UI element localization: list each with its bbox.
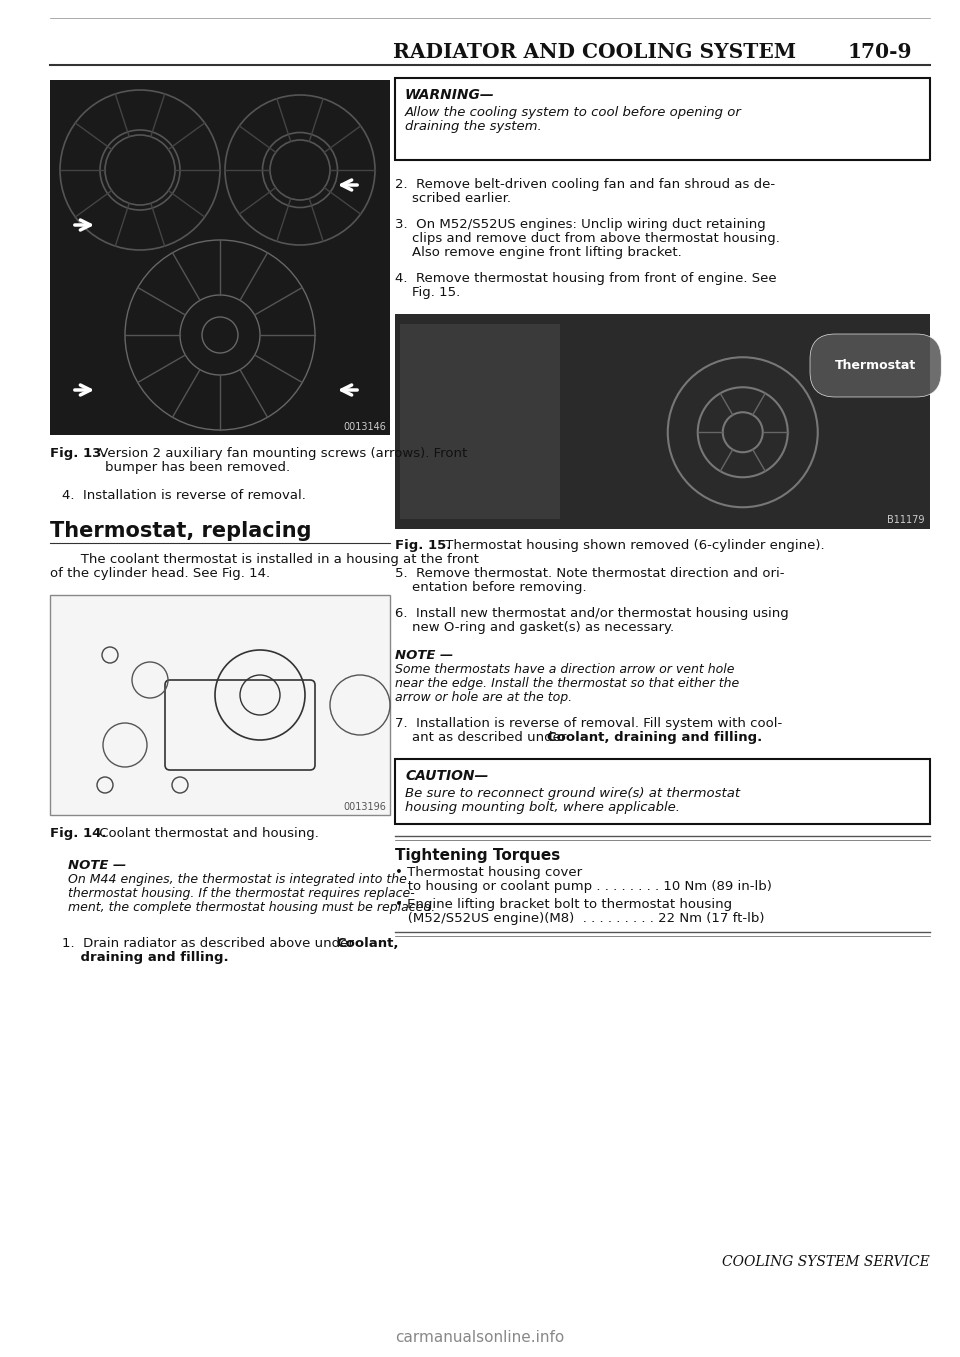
Text: 1.  Drain radiator as described above under: 1. Drain radiator as described above und… — [62, 936, 358, 950]
Text: ant as described under: ant as described under — [395, 731, 570, 744]
Text: to housing or coolant pump . . . . . . . . 10 Nm (89 in-lb): to housing or coolant pump . . . . . . .… — [395, 879, 772, 893]
Text: • Thermostat housing cover: • Thermostat housing cover — [395, 866, 582, 879]
Text: 3.  On M52/S52US engines: Unclip wiring duct retaining: 3. On M52/S52US engines: Unclip wiring d… — [395, 218, 766, 231]
Text: Fig. 13.: Fig. 13. — [50, 446, 107, 460]
Text: CAUTION—: CAUTION— — [405, 769, 489, 783]
Text: B11179: B11179 — [887, 516, 925, 525]
Bar — [395, 313, 930, 529]
Text: scribed earlier.: scribed earlier. — [395, 191, 511, 205]
Text: Version 2 auxiliary fan mounting screws (arrows). Front: Version 2 auxiliary fan mounting screws … — [95, 446, 468, 460]
Text: Coolant, draining and filling.: Coolant, draining and filling. — [547, 731, 762, 744]
Text: new O-ring and gasket(s) as necessary.: new O-ring and gasket(s) as necessary. — [395, 622, 674, 634]
Text: draining the system.: draining the system. — [405, 119, 541, 133]
Text: The coolant thermostat is installed in a housing at the front: The coolant thermostat is installed in a… — [68, 554, 479, 566]
Text: 4.  Remove thermostat housing from front of engine. See: 4. Remove thermostat housing from front … — [395, 271, 777, 285]
Text: bumper has been removed.: bumper has been removed. — [105, 461, 290, 474]
Text: near the edge. Install the thermostat so that either the: near the edge. Install the thermostat so… — [395, 677, 739, 689]
Text: WARNING—: WARNING— — [405, 88, 494, 102]
Text: COOLING SYSTEM SERVICE: COOLING SYSTEM SERVICE — [722, 1255, 930, 1269]
Bar — [400, 324, 560, 518]
Text: Thermostat: Thermostat — [835, 360, 916, 372]
Text: 6.  Install new thermostat and/or thermostat housing using: 6. Install new thermostat and/or thermos… — [395, 607, 789, 620]
Bar — [395, 759, 930, 824]
Text: thermostat housing. If the thermostat requires replace-: thermostat housing. If the thermostat re… — [68, 887, 415, 900]
Text: Thermostat housing shown removed (6-cylinder engine).: Thermostat housing shown removed (6-cyli… — [441, 539, 825, 552]
Text: On M44 engines, the thermostat is integrated into the: On M44 engines, the thermostat is integr… — [68, 873, 407, 886]
Bar — [395, 77, 930, 160]
Text: Tightening Torques: Tightening Torques — [395, 848, 561, 863]
Text: draining and filling.: draining and filling. — [62, 951, 228, 963]
Text: 4.  Installation is reverse of removal.: 4. Installation is reverse of removal. — [62, 489, 306, 502]
Text: 2.  Remove belt-driven cooling fan and fan shroud as de-: 2. Remove belt-driven cooling fan and fa… — [395, 178, 775, 191]
Text: NOTE —: NOTE — — [68, 859, 127, 873]
Text: arrow or hole are at the top.: arrow or hole are at the top. — [395, 691, 572, 704]
Bar — [50, 80, 390, 436]
Text: of the cylinder head. See Fig. 14.: of the cylinder head. See Fig. 14. — [50, 567, 270, 579]
Text: 7.  Installation is reverse of removal. Fill system with cool-: 7. Installation is reverse of removal. F… — [395, 716, 782, 730]
Text: entation before removing.: entation before removing. — [395, 581, 587, 594]
Text: RADIATOR AND COOLING SYSTEM: RADIATOR AND COOLING SYSTEM — [394, 42, 797, 62]
Text: 170-9: 170-9 — [848, 42, 912, 62]
Text: Allow the cooling system to cool before opening or: Allow the cooling system to cool before … — [405, 106, 742, 119]
Text: clips and remove duct from above thermostat housing.: clips and remove duct from above thermos… — [395, 232, 780, 246]
FancyBboxPatch shape — [165, 680, 315, 769]
Text: 0013196: 0013196 — [343, 802, 386, 811]
Text: ment, the complete thermostat housing must be replaced.: ment, the complete thermostat housing mu… — [68, 901, 435, 915]
Text: • Engine lifting bracket bolt to thermostat housing: • Engine lifting bracket bolt to thermos… — [395, 898, 732, 911]
Text: Fig. 14.: Fig. 14. — [50, 826, 107, 840]
Text: Thermostat, replacing: Thermostat, replacing — [50, 521, 311, 541]
Text: 5.  Remove thermostat. Note thermostat direction and ori-: 5. Remove thermostat. Note thermostat di… — [395, 567, 784, 579]
Text: housing mounting bolt, where applicable.: housing mounting bolt, where applicable. — [405, 801, 680, 814]
Text: carmanualsonline.info: carmanualsonline.info — [396, 1330, 564, 1345]
Text: Fig. 15.: Fig. 15. — [395, 286, 460, 299]
Bar — [50, 594, 390, 816]
Text: Be sure to reconnect ground wire(s) at thermostat: Be sure to reconnect ground wire(s) at t… — [405, 787, 740, 801]
Text: Some thermostats have a direction arrow or vent hole: Some thermostats have a direction arrow … — [395, 664, 734, 676]
Text: Coolant,: Coolant, — [336, 936, 398, 950]
Text: (M52/S52US engine)(M8)  . . . . . . . . . 22 Nm (17 ft-lb): (M52/S52US engine)(M8) . . . . . . . . .… — [395, 912, 764, 925]
Text: NOTE —: NOTE — — [395, 649, 453, 662]
Text: Also remove engine front lifting bracket.: Also remove engine front lifting bracket… — [395, 246, 682, 259]
Text: Fig. 15.: Fig. 15. — [395, 539, 451, 552]
Text: Coolant thermostat and housing.: Coolant thermostat and housing. — [95, 826, 319, 840]
Text: 0013146: 0013146 — [343, 422, 386, 432]
